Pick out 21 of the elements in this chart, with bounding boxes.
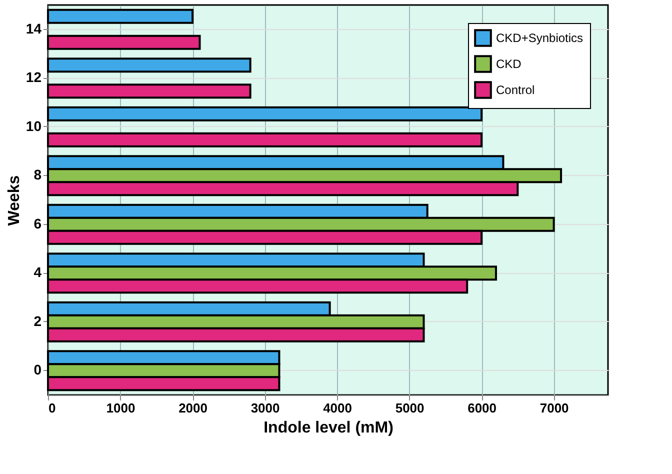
legend-label: Control	[496, 83, 535, 97]
y-tick-label: 14	[26, 20, 42, 36]
y-tick-label: 0	[34, 362, 42, 378]
x-tick-label: 1000	[106, 400, 136, 416]
y-tick-label: 2	[34, 312, 42, 329]
legend-label: CKD	[496, 57, 522, 71]
x-tick-label: 5000	[395, 400, 424, 416]
x-tick-label: 4000	[323, 400, 352, 416]
y-tick-label: 10	[26, 118, 42, 134]
x-tick-label: 3000	[250, 400, 280, 416]
y-tick-label: 6	[34, 215, 42, 232]
x-tick-label: 2000	[178, 400, 208, 416]
y-tick-label: 12	[26, 69, 42, 86]
x-axis-title: Indole level (mM)	[264, 420, 394, 436]
legend-label: CKD+Synbiotics	[496, 31, 584, 45]
y-tick-label: 8	[34, 166, 42, 183]
x-tick-label: 6000	[468, 400, 497, 416]
y-tick-label: 4	[34, 264, 42, 280]
x-tick-label: 7000	[540, 400, 569, 416]
x-tick-label: 0	[48, 400, 56, 416]
y-axis-title: Weeks	[6, 175, 23, 226]
